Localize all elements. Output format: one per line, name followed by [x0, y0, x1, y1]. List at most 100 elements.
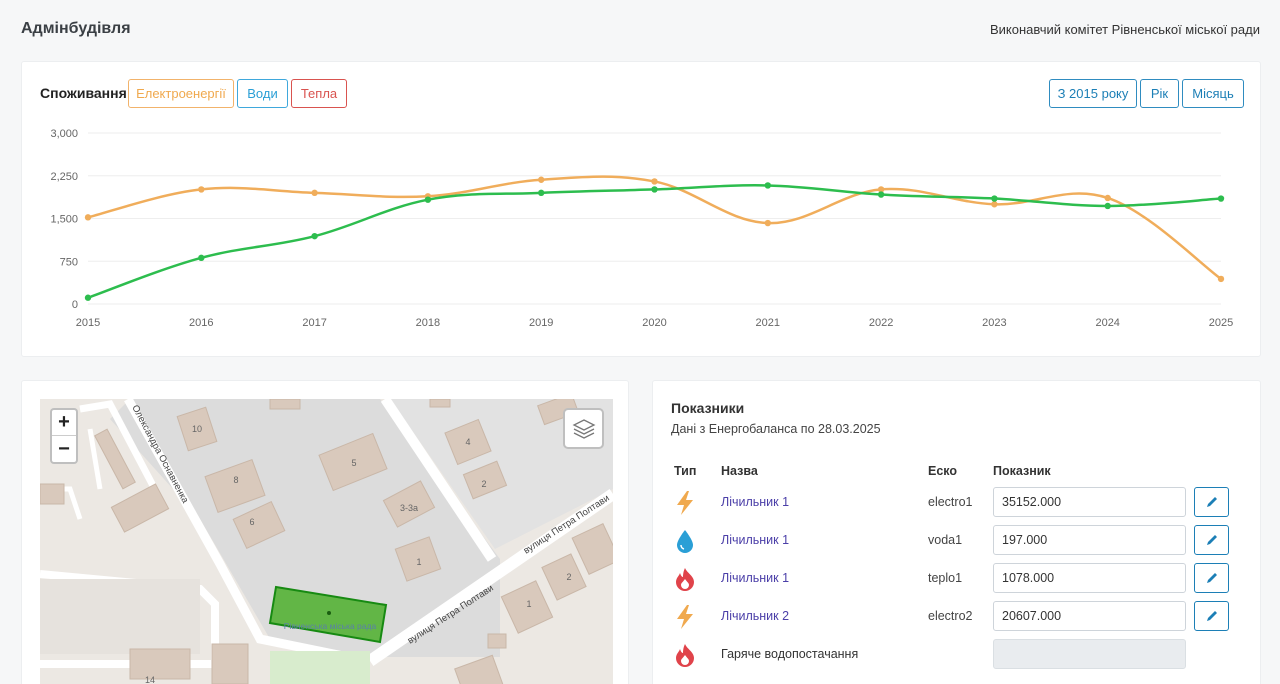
series-point [651, 186, 658, 193]
lightning-icon [671, 603, 699, 631]
map-label-10: 10 [192, 424, 202, 434]
table-row: Лічильник 1 electro1 [653, 484, 1262, 522]
layers-button[interactable] [563, 408, 604, 449]
edit-button[interactable] [1194, 601, 1229, 631]
series-point [1104, 202, 1111, 210]
indicator-value-input[interactable] [993, 487, 1186, 517]
indicator-value-input[interactable] [993, 563, 1186, 593]
map-label-8: 8 [233, 475, 238, 485]
map-label-6: 6 [249, 517, 254, 527]
x-tick-label: 2021 [756, 317, 780, 329]
map-card: 10 8 6 5 4 2 3-3а 1 1 2 14 Рівненська мі… [21, 380, 629, 684]
table-row: Лічильник 1 voda1 [653, 522, 1262, 560]
x-tick-label: 2024 [1095, 317, 1119, 329]
indicators-card: Показники Дані з Енергобаланса по 28.03.… [652, 380, 1261, 684]
zoom-out-button[interactable]: − [58, 437, 70, 460]
series-point [1104, 194, 1111, 202]
page-title: Адмінбудівля [21, 20, 131, 37]
meter-link[interactable]: Лічильник 1 [721, 533, 790, 547]
edit-button[interactable] [1194, 525, 1229, 555]
edit-button[interactable] [1194, 487, 1229, 517]
electricity-filter-button[interactable]: Електроенергії [128, 79, 234, 108]
series-point [651, 178, 658, 185]
header-value: Показник [993, 464, 1051, 478]
x-tick-label: 2022 [869, 317, 893, 329]
esco-code: teplo1 [928, 571, 963, 585]
indicator-value-input[interactable] [993, 525, 1186, 555]
pencil-icon [1206, 535, 1217, 545]
map-label-1a: 1 [416, 557, 421, 567]
y-tick-label: 0 [72, 299, 78, 311]
map-label-4: 4 [465, 437, 470, 447]
esco-code: electro2 [928, 609, 973, 623]
flame-icon [671, 641, 699, 669]
map-label-1b: 1 [526, 599, 531, 609]
series-point [424, 196, 432, 203]
map-label-2a: 2 [481, 479, 486, 489]
map-label-building-name: Рівненська міська рада [284, 621, 377, 631]
flame-icon [671, 565, 699, 593]
series-line-0 [87, 175, 1222, 280]
x-tick-label: 2017 [302, 317, 326, 329]
map-label-2b: 2 [566, 572, 571, 582]
zoom-control: + − [50, 408, 78, 464]
series-point [1217, 275, 1225, 283]
meter-link[interactable]: Лічильник 1 [721, 495, 790, 509]
table-row: Лічильник 1 teplo1 [653, 560, 1262, 598]
zoom-in-button[interactable]: + [52, 410, 76, 436]
series-point [198, 254, 205, 262]
map[interactable]: 10 8 6 5 4 2 3-3а 1 1 2 14 Рівненська мі… [40, 399, 613, 684]
water-drop-icon [671, 527, 699, 555]
water-filter-button[interactable]: Води [237, 79, 288, 108]
map-label-5: 5 [351, 458, 356, 468]
y-tick-label: 2,250 [50, 171, 78, 183]
header-name: Назва [721, 464, 758, 478]
table-row: Гаряче водопостачання [653, 636, 1262, 674]
series-point [764, 219, 771, 227]
esco-code: voda1 [928, 533, 963, 547]
series-point [877, 186, 885, 193]
series-point [198, 186, 205, 193]
year-button[interactable]: Рік [1140, 79, 1179, 108]
series-point [1217, 195, 1225, 202]
page-header: Адмінбудівля Виконавчий комітет Рівненсь… [0, 0, 1280, 60]
meter-link[interactable]: Лічильник 1 [721, 571, 790, 585]
x-tick-label: 2019 [529, 317, 553, 329]
y-tick-label: 750 [60, 256, 78, 268]
meter-link[interactable]: Лічильник 2 [721, 609, 790, 623]
esco-code: electro1 [928, 495, 973, 509]
consumption-chart: 3,000 2,250 1,500 750 0 2015 2016 2017 2018 2019 2… [50, 128, 1233, 329]
x-tick-label: 2018 [416, 317, 440, 329]
table-row: Лічильник 2 electro2 [653, 598, 1262, 636]
series-point [877, 191, 885, 198]
series-point [764, 182, 771, 189]
layers-icon [572, 418, 595, 439]
series-point [991, 201, 998, 208]
map-label-14: 14 [145, 675, 155, 684]
series-point [311, 232, 318, 240]
lightning-icon [671, 489, 699, 517]
indicator-value-input[interactable] [993, 601, 1186, 631]
series-line-1 [87, 184, 1222, 299]
edit-button[interactable] [1194, 563, 1229, 593]
month-button[interactable]: Місяць [1182, 79, 1244, 108]
series-point [311, 189, 318, 197]
pencil-icon [1206, 611, 1217, 621]
x-tick-label: 2020 [642, 317, 666, 329]
indicators-subtitle: Дані з Енергобаланса по 28.03.2025 [671, 422, 881, 436]
y-tick-label: 1,500 [50, 214, 78, 226]
consumption-title: Споживання [40, 85, 127, 101]
heat-filter-button[interactable]: Тепла [291, 79, 347, 108]
header-esco: Еско [928, 464, 958, 478]
x-tick-label: 2016 [189, 317, 213, 329]
pencil-icon [1206, 497, 1217, 507]
header-type: Тип [674, 464, 697, 478]
y-tick-label: 3,000 [50, 128, 78, 140]
series-point [991, 195, 998, 202]
consumption-card: Споживання Електроенергії Води Тепла З 2… [21, 61, 1261, 357]
map-tiles: 10 8 6 5 4 2 3-3а 1 1 2 14 Рівненська мі… [40, 399, 613, 684]
since-2015-button[interactable]: З 2015 року [1049, 79, 1137, 108]
series-point [538, 189, 545, 197]
indicators-title: Показники [671, 400, 745, 416]
organization-name: Виконавчий комітет Рівненської міської р… [989, 22, 1260, 37]
